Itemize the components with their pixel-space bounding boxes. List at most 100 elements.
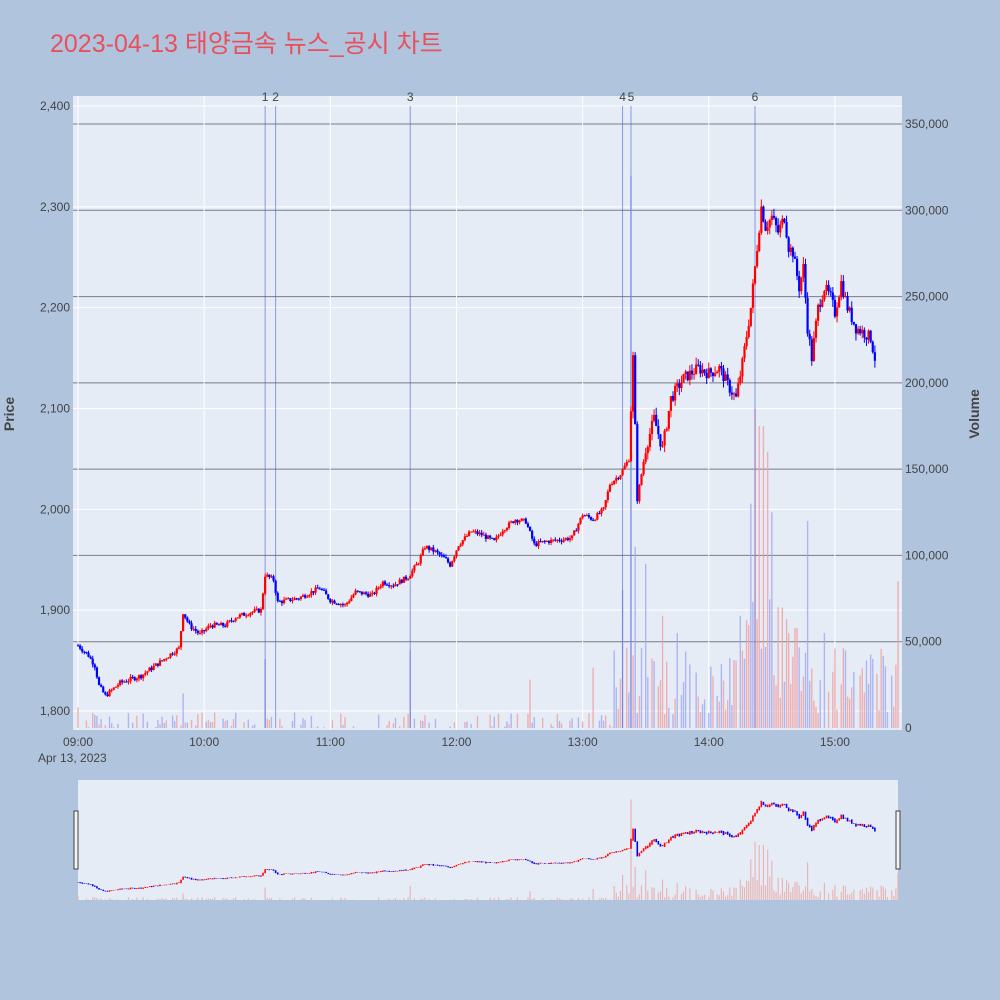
y-tick-label: 2,400 [40, 99, 70, 113]
volume-bar [802, 676, 805, 728]
candle-body [148, 667, 151, 672]
slider-volume-bar [560, 899, 563, 900]
candle-body [760, 206, 763, 233]
slider-volume-bar [664, 897, 666, 900]
slider-volume-bar [279, 898, 281, 900]
candle-body [207, 625, 210, 629]
candle-body [278, 600, 281, 602]
slider-volume-bar [783, 891, 786, 900]
volume-bar [508, 724, 510, 728]
volume-bar [449, 726, 451, 728]
volume-bar [663, 713, 666, 728]
range-slider-right-handle[interactable] [895, 810, 901, 870]
candle-body [224, 625, 227, 627]
candle-body [865, 337, 868, 340]
candle-body [747, 325, 750, 338]
y2-tick-label: 50,000 [905, 635, 942, 649]
candle-body [835, 307, 839, 317]
candle-body [707, 368, 710, 379]
slider-volume-bar [697, 894, 699, 900]
candle-body [613, 480, 616, 485]
slider-volume-bar [600, 897, 603, 900]
candle-body [314, 587, 317, 593]
candle-body [112, 687, 115, 690]
candle-body [436, 550, 439, 553]
candle-body [432, 547, 435, 552]
candle-body [503, 530, 506, 532]
candle-body [165, 658, 168, 660]
slider-volume-bar [489, 897, 491, 900]
slider-volume-bar [197, 897, 199, 900]
y-tick-label: 2,300 [40, 200, 70, 214]
volume-bar [731, 704, 733, 728]
candle-body [777, 225, 780, 233]
slider-volume-bar [638, 894, 640, 900]
volume-bar [769, 599, 771, 728]
range-slider-preview [77, 799, 899, 900]
volume-bar [110, 723, 113, 728]
volume-bar [840, 684, 842, 728]
volume-bar [493, 716, 496, 728]
candle-body [709, 368, 712, 373]
slider-volume-bar [775, 892, 777, 900]
volume-bar [195, 725, 197, 728]
volume-bar [661, 615, 664, 728]
candle-body [667, 410, 670, 429]
candle-body [564, 538, 567, 540]
candle-body [482, 534, 485, 536]
candle-body [774, 217, 778, 226]
slider-volume-bar [811, 889, 813, 900]
candle-body [722, 368, 725, 382]
volume-bar [253, 724, 256, 728]
volume-bar [781, 607, 784, 728]
slider-volume-bar [840, 892, 842, 900]
slider-volume-bar [209, 898, 212, 900]
candle-body [343, 604, 347, 606]
volume-bar [712, 676, 714, 728]
slider-volume-bar [893, 896, 895, 900]
candle-body [638, 485, 641, 502]
range-slider-left-handle[interactable] [73, 810, 79, 870]
candle-body [592, 519, 595, 521]
slider-volume-bar [895, 888, 897, 900]
candle-body [425, 546, 429, 549]
volume-bar [420, 720, 422, 728]
candle-body [798, 275, 801, 292]
candle-body [688, 370, 691, 381]
range-slider-background[interactable] [78, 780, 898, 900]
candle-body [474, 531, 477, 533]
slider-volume-bar [254, 899, 256, 900]
candle-body [779, 224, 782, 233]
candle-body [585, 515, 588, 517]
volume-bar [787, 633, 790, 728]
slider-volume-bar [724, 896, 727, 900]
candle-body [867, 330, 870, 340]
slider-volume-bar [182, 893, 184, 900]
candle-body [800, 277, 803, 292]
volume-bar [636, 712, 638, 728]
candle-body [379, 586, 382, 588]
candle-body [245, 615, 248, 617]
volume-bar [632, 655, 634, 728]
candle-body [497, 535, 500, 537]
slider-volume-bar [378, 897, 380, 900]
candle-body [362, 592, 366, 595]
slider-volume-bar [680, 893, 683, 900]
candle-body [480, 532, 483, 536]
volume-bar [867, 683, 870, 728]
slider-volume-bar [598, 898, 601, 900]
slider-volume-bar [804, 886, 807, 900]
slider-volume-bar [127, 897, 130, 900]
slider-volume-bar [207, 898, 209, 900]
volume-bar [560, 723, 563, 728]
y-tick-label: 2,000 [40, 502, 70, 516]
volume-bar [886, 712, 889, 728]
candle-body [116, 685, 120, 687]
slider-volume-bar [760, 885, 762, 900]
volume-bar [609, 724, 611, 728]
volume-bar [827, 691, 830, 728]
candle-body [102, 686, 105, 693]
candle-body [629, 411, 633, 462]
